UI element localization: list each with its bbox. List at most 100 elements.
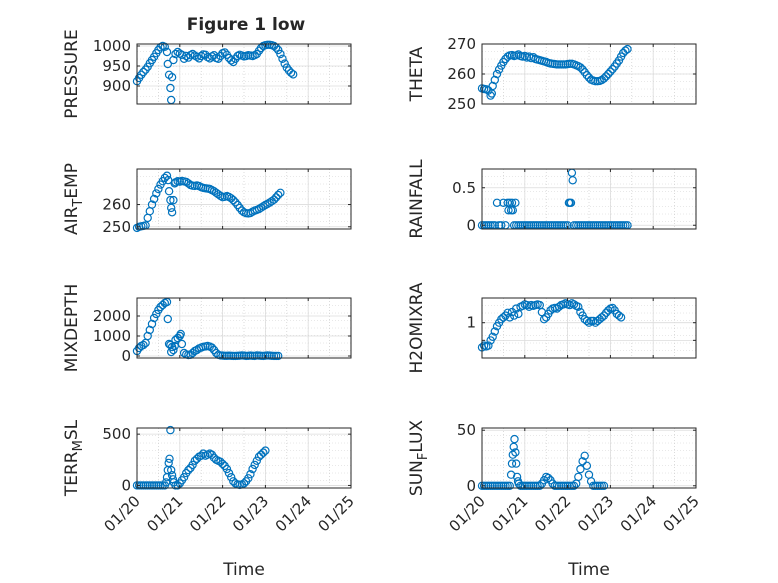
data-point <box>152 309 161 319</box>
y-tick-label: 260 <box>447 65 476 83</box>
data-point <box>216 191 225 201</box>
data-point <box>164 458 173 468</box>
data-point <box>147 200 157 209</box>
x-tick-label: 01/21 <box>488 492 531 535</box>
data-point <box>597 313 607 322</box>
y-tick-label: 500 <box>102 425 131 443</box>
subplot-6: 1 H2OMIXRA <box>407 282 697 374</box>
x-tick-label: 01/23 <box>574 492 617 535</box>
subplot-4: 0 0.5 RAINFALL <box>407 159 697 239</box>
data-point <box>149 481 159 490</box>
data-point <box>220 351 229 360</box>
data-point <box>621 46 630 55</box>
y-tick-label: 0.5 <box>452 179 476 197</box>
data-point <box>166 83 175 93</box>
data-point <box>604 306 613 315</box>
data-point <box>166 203 176 213</box>
data-point <box>199 449 208 458</box>
subplot-7: 01/20 01/21 01/22 01/23 01/24 01/25 0 500 TERRMS… <box>62 419 358 580</box>
data-point <box>276 49 285 59</box>
data-point <box>511 448 520 457</box>
data-point <box>244 474 253 483</box>
x-axis-label: Time <box>222 560 265 580</box>
data-point <box>591 481 600 490</box>
data-point <box>276 188 285 197</box>
data-point <box>207 343 217 352</box>
y-axis-label: H2OMIXRA <box>407 282 427 373</box>
y-axis-label: SUNFLUX <box>407 420 431 497</box>
x-tick-label: 01/24 <box>617 492 660 535</box>
data-point <box>256 203 266 212</box>
data-point <box>586 316 596 326</box>
data-point <box>184 465 193 475</box>
y-tick-label: 250 <box>447 95 476 113</box>
data-point <box>179 473 189 482</box>
subplot-3: 250 260 AIRTEMP <box>62 163 352 236</box>
data-point <box>582 316 592 326</box>
data-point <box>196 51 206 61</box>
data-point <box>149 313 159 323</box>
data-point <box>591 76 600 86</box>
y-axis-label: AIRTEMP <box>62 163 86 235</box>
data-point <box>160 42 169 52</box>
y-tick-label: 1 <box>466 314 476 332</box>
axes-box <box>136 427 352 489</box>
data-point <box>522 481 532 490</box>
data-point <box>568 176 577 185</box>
axes-box <box>481 168 697 230</box>
data-point <box>559 481 568 490</box>
data-point <box>231 198 240 207</box>
x-tick-label: 01/21 <box>143 492 186 535</box>
data-point <box>608 64 617 74</box>
data-point <box>274 190 283 200</box>
data-point <box>139 340 148 350</box>
y-tick-label: 0 <box>466 216 476 234</box>
data-point <box>505 481 514 490</box>
data-point <box>505 313 514 322</box>
data-point <box>166 465 176 475</box>
data-point <box>516 481 525 490</box>
x-tick-label: 01/22 <box>186 492 229 535</box>
data-point <box>535 481 545 490</box>
data-point <box>614 311 624 320</box>
data-point <box>280 59 289 68</box>
data-point <box>149 194 159 204</box>
data-point <box>250 460 259 470</box>
data-point <box>152 189 161 198</box>
data-point <box>176 329 185 339</box>
x-tick-label: 01/20 <box>101 492 144 535</box>
data-point <box>177 339 187 349</box>
data-point <box>492 69 502 79</box>
data-point <box>566 198 576 207</box>
data-point <box>484 341 493 350</box>
data-point <box>606 67 615 76</box>
data-point <box>188 460 197 470</box>
data-point <box>533 481 542 490</box>
data-point <box>586 477 596 486</box>
data-point <box>166 195 175 205</box>
data-point <box>522 300 532 310</box>
y-tick-label: 0 <box>466 477 476 495</box>
x-tick-label: 01/23 <box>229 492 272 535</box>
data-point <box>565 300 574 310</box>
data-point <box>259 448 268 457</box>
data-point <box>508 450 517 459</box>
y-axis-label: RAINFALL <box>407 159 427 239</box>
data-point <box>554 481 564 490</box>
subplot-2: 250 260 270 THETA <box>407 35 697 113</box>
data-point <box>518 301 527 310</box>
y-tick-label: 0 <box>121 347 131 365</box>
data-point <box>601 308 611 317</box>
data-point <box>527 481 536 490</box>
data-point <box>163 59 172 69</box>
data-point <box>271 193 281 202</box>
data-point <box>154 184 163 194</box>
figure-title: Figure 1 low <box>187 15 306 35</box>
data-point <box>501 481 510 490</box>
data-point <box>512 459 521 468</box>
y-tick-label: 1000 <box>93 37 131 55</box>
data-point <box>162 171 172 180</box>
data-point <box>145 481 154 490</box>
data-point <box>229 195 238 205</box>
y-axis-label: PRESSURE <box>62 29 82 118</box>
